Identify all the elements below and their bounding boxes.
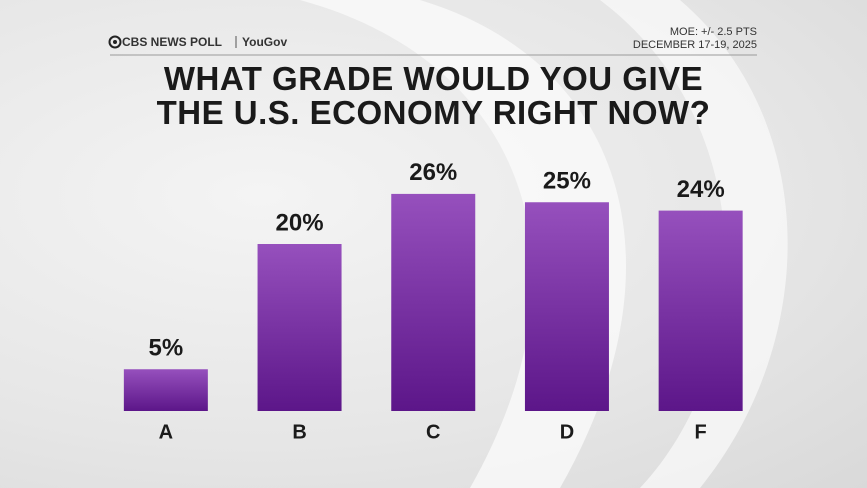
partner: YouGov xyxy=(242,35,288,49)
bar xyxy=(123,369,208,411)
value-label: 25% xyxy=(543,168,591,195)
x-tick-label: F xyxy=(695,421,707,443)
bar xyxy=(524,202,609,411)
x-tick-label: C xyxy=(426,421,440,443)
moe: MOE: +/- 2.5 PTS xyxy=(669,26,757,38)
cbs-eye xyxy=(108,35,122,49)
value-label: 20% xyxy=(276,209,324,236)
x-tick-label: B xyxy=(292,421,306,443)
dates: DECEMBER 17-19, 2025 xyxy=(632,39,757,51)
value-label: 26% xyxy=(409,159,457,186)
x-tick-label: D xyxy=(560,421,574,443)
x-tick-label: A xyxy=(159,421,173,443)
bar xyxy=(658,210,743,411)
brand: CBS NEWS POLL xyxy=(122,35,223,49)
cbs-eye xyxy=(113,40,117,44)
value-label: 5% xyxy=(149,335,184,362)
value-label: 24% xyxy=(677,176,725,203)
chart-title: WHAT GRADE WOULD YOU GIVE THE U.S. ECONO… xyxy=(156,60,711,131)
bar xyxy=(391,193,476,411)
bar xyxy=(257,244,342,411)
